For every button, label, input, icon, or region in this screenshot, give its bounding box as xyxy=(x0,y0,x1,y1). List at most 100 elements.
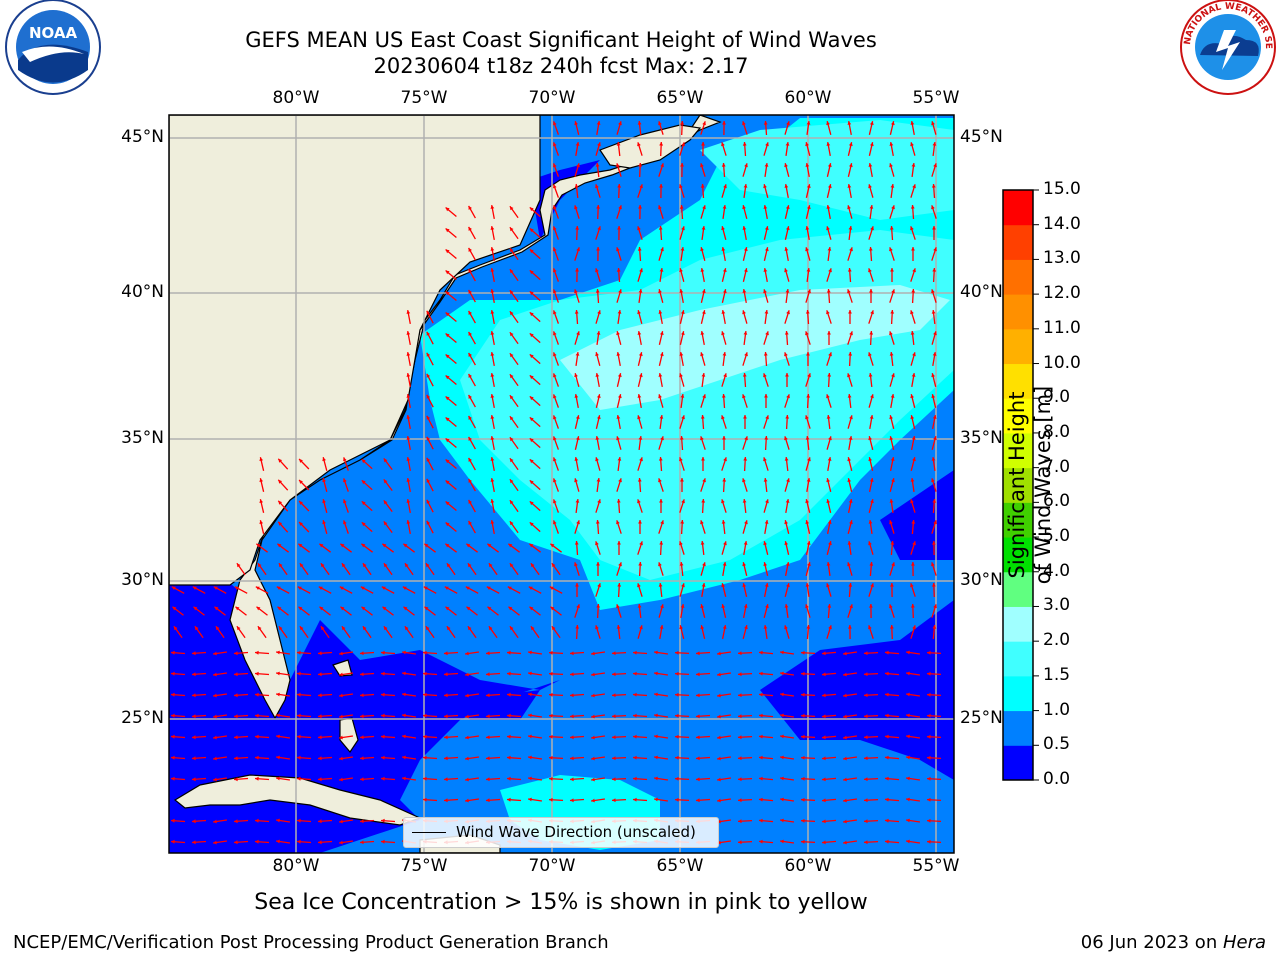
wave-direction-arrowhead xyxy=(570,672,574,677)
wave-direction-arrowhead xyxy=(912,457,916,462)
wave-direction-arrowhead xyxy=(780,734,784,739)
wave-direction-arrowhead xyxy=(574,121,578,126)
wave-direction-arrowhead xyxy=(927,776,931,781)
wave-direction-arrowhead xyxy=(801,692,805,697)
wave-direction-arrowhead xyxy=(784,247,789,251)
bahamas-abaco xyxy=(332,659,353,677)
wave-direction-arrowhead xyxy=(596,562,600,566)
wave-direction-arrowhead xyxy=(805,583,810,587)
wave-direction-arrowhead xyxy=(660,520,664,525)
wave-direction-arrowhead xyxy=(574,373,578,378)
wave-direction-arrowhead xyxy=(637,499,641,504)
wave-direction-arrowhead xyxy=(406,373,411,377)
wave-direction-arrowhead xyxy=(468,499,472,504)
wave-direction-arrowhead xyxy=(848,352,853,356)
wave-direction-arrowhead xyxy=(322,478,326,483)
wave-direction-arrowhead xyxy=(784,331,789,335)
wave-direction-arrowhead xyxy=(445,438,450,443)
colorbar-swatch xyxy=(1003,606,1033,642)
wave-direction-arrowhead xyxy=(255,776,259,781)
wave-direction-arrowhead xyxy=(360,672,364,677)
wave-direction-arrowhead xyxy=(381,586,386,590)
wave-direction-arrowhead xyxy=(721,604,726,608)
wave-direction-arrowhead xyxy=(742,499,747,503)
wave-direction-arrowhead xyxy=(318,693,322,698)
wave-direction-arrowhead xyxy=(553,436,557,441)
wave-direction-arrowhead xyxy=(633,776,637,781)
wave-direction-arrowhead xyxy=(785,142,790,146)
wave-direction-arrowhead xyxy=(528,755,532,760)
wave-direction-arrowhead xyxy=(911,163,916,167)
wave-direction-arrowhead xyxy=(868,373,873,377)
wave-direction-arrowhead xyxy=(763,373,767,378)
wave-direction-arrowhead xyxy=(617,184,622,188)
wave-direction-arrowhead xyxy=(891,289,895,294)
wave-direction-arrowhead xyxy=(743,415,747,419)
wave-direction-arrowhead xyxy=(701,142,705,146)
wave-direction-arrowhead xyxy=(889,331,893,336)
wave-direction-arrowhead xyxy=(679,268,683,273)
wave-direction-arrowhead xyxy=(595,520,600,524)
wave-direction-arrowhead xyxy=(255,713,259,718)
wave-direction-arrowhead xyxy=(827,331,831,335)
wave-direction-arrowhead xyxy=(933,604,937,609)
lon-label-top: 70°W xyxy=(528,88,576,108)
wave-direction-arrowhead xyxy=(362,626,367,631)
wave-direction-arrowhead xyxy=(570,651,574,656)
wave-direction-arrowhead xyxy=(910,142,914,147)
colorbar-label: Significant Height of Wind Waves [m] xyxy=(1005,385,1055,585)
wave-direction-arrowhead xyxy=(360,756,364,761)
wave-direction-arrowhead xyxy=(465,672,469,677)
wave-direction-arrowhead xyxy=(889,226,894,230)
wave-direction-arrowhead xyxy=(320,626,325,631)
wave-direction-arrowhead xyxy=(927,650,931,655)
wave-direction-arrowhead xyxy=(743,541,748,545)
north-america-land xyxy=(169,115,722,720)
wave-direction-arrowhead xyxy=(828,268,832,273)
wave-direction-arrowhead xyxy=(553,268,557,273)
wave-direction-arrowhead xyxy=(765,604,769,609)
wave-direction-arrowhead xyxy=(171,734,175,739)
wave-direction-arrowhead xyxy=(912,352,916,357)
wave-direction-arrowhead xyxy=(679,541,683,546)
wave-direction-arrowhead xyxy=(696,714,700,719)
wave-direction-arrowhead xyxy=(843,798,847,803)
lon-label-top: 55°W xyxy=(912,88,960,108)
wave-direction-arrowhead xyxy=(423,797,427,802)
wave-direction-arrowhead xyxy=(910,226,914,231)
wave-direction-arrowhead xyxy=(826,205,831,209)
wave-direction-arrowhead xyxy=(890,583,894,587)
wave-direction-arrowhead xyxy=(383,626,388,631)
nws-logo: NATIONAL WEATHER SERVICE xyxy=(0,0,1276,95)
wave-direction-arrowhead xyxy=(912,268,916,273)
wave-direction-arrowhead xyxy=(743,247,748,251)
mainland-interior xyxy=(169,115,541,586)
wave-direction-arrowhead xyxy=(234,586,239,590)
wave-direction-arrowhead xyxy=(658,394,662,399)
wave-direction-arrowhead xyxy=(807,289,811,294)
wave-direction-arrowhead xyxy=(343,520,347,525)
wave-direction-arrowhead xyxy=(891,562,895,567)
wave-direction-arrowhead xyxy=(847,394,852,398)
wave-direction-arrowhead xyxy=(426,436,431,441)
colorbar-swatch xyxy=(1003,537,1033,573)
wave-direction-arrowhead xyxy=(637,142,641,147)
wave-direction-arrowhead xyxy=(660,604,664,609)
wave-direction-arrowhead xyxy=(890,184,895,188)
wave-direction-arrowhead xyxy=(381,713,385,718)
wave-direction-arrowhead xyxy=(843,840,847,845)
wave-direction-arrowhead xyxy=(486,735,490,740)
wave-direction-arrowhead xyxy=(402,755,406,760)
wave-direction-arrowhead xyxy=(885,650,889,655)
wave-direction-arrowhead xyxy=(633,671,637,676)
wave-direction-arrowhead xyxy=(444,777,448,782)
wave-direction-arrowhead xyxy=(700,436,704,441)
wave-direction-arrowhead xyxy=(785,205,790,209)
wave-direction-arrowhead xyxy=(423,734,427,739)
wave-direction-arrowhead xyxy=(341,563,346,568)
wave-direction-arrowhead xyxy=(343,478,347,483)
wave-direction-arrowhead xyxy=(509,521,514,526)
wave-direction-arrowhead xyxy=(801,839,805,844)
wave-direction-arrowhead xyxy=(889,436,894,440)
wave-direction-arrowhead xyxy=(891,121,895,126)
